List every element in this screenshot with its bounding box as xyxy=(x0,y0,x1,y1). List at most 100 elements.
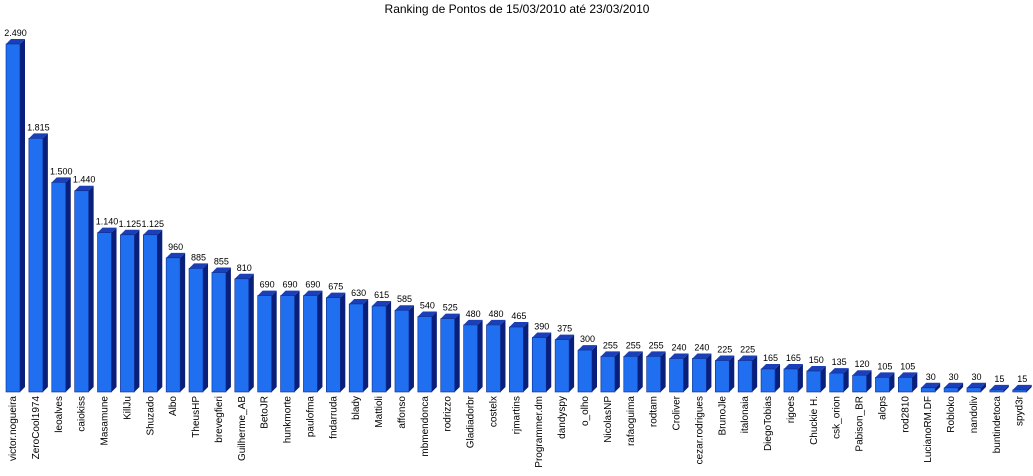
bar-front xyxy=(943,387,959,393)
value-label: 255 xyxy=(649,340,664,350)
bar-top xyxy=(555,334,575,340)
bar-front xyxy=(120,234,135,393)
value-label: 465 xyxy=(511,311,526,321)
value-label: 1.815 xyxy=(27,122,50,132)
bar-side xyxy=(500,319,506,392)
bar-side xyxy=(866,370,872,392)
bar-top xyxy=(852,370,872,376)
bar xyxy=(920,382,941,393)
bar-front xyxy=(211,272,227,393)
category-label: rodrizzo xyxy=(443,396,454,432)
bar xyxy=(326,292,346,393)
bar-side xyxy=(569,334,575,392)
value-label: 810 xyxy=(237,263,252,273)
bar-front xyxy=(1012,389,1028,393)
bar xyxy=(829,368,849,393)
category-label: dandyspy xyxy=(557,396,568,439)
bar-side xyxy=(523,322,529,392)
category-label: KillJu xyxy=(122,396,133,420)
bar-front xyxy=(509,326,524,393)
bar xyxy=(577,345,597,393)
value-label: 540 xyxy=(420,301,435,311)
value-label: 690 xyxy=(260,280,275,290)
category-label: Robloko xyxy=(946,396,957,433)
bar-front xyxy=(371,305,387,393)
category-label: LucianoRM.DF xyxy=(923,396,934,463)
chart-title: Ranking de Pontos de 15/03/2010 até 23/0… xyxy=(385,2,650,16)
category-label: paulofma xyxy=(305,396,316,438)
bar-front xyxy=(463,324,478,393)
category-label: victor.nogueira xyxy=(8,396,19,461)
value-label: 690 xyxy=(283,280,298,290)
value-label: 1.125 xyxy=(142,219,165,229)
bar xyxy=(211,267,231,393)
bar-top xyxy=(74,185,94,191)
value-label: 15 xyxy=(994,374,1004,384)
category-label: rigoes xyxy=(786,396,797,423)
value-label: 1.500 xyxy=(50,166,73,176)
value-label: 165 xyxy=(763,353,778,363)
bar-front xyxy=(920,387,936,393)
bar-front xyxy=(165,257,181,393)
bar-front xyxy=(623,356,639,393)
bar-side xyxy=(65,177,71,392)
bar-side xyxy=(1003,384,1009,392)
bar-front xyxy=(829,372,844,393)
category-label: Albo xyxy=(168,396,179,416)
bar-top xyxy=(211,267,231,273)
bar-front xyxy=(486,324,501,393)
category-label: affonso xyxy=(397,396,408,429)
category-label: nandoliv xyxy=(969,396,980,433)
bar-top xyxy=(646,351,666,357)
bar xyxy=(875,372,895,393)
value-label: 675 xyxy=(328,282,343,292)
bar-side xyxy=(111,227,117,392)
value-label: 120 xyxy=(855,359,870,369)
bar-side xyxy=(752,355,758,392)
bar-top xyxy=(898,372,918,378)
bar xyxy=(28,133,48,393)
category-label: buntindetoca xyxy=(992,396,1003,454)
bar-top xyxy=(1012,384,1032,390)
bar xyxy=(417,311,437,393)
bar xyxy=(188,263,209,393)
value-label: 690 xyxy=(305,280,320,290)
bar-side xyxy=(660,351,666,392)
bar-side xyxy=(820,366,826,392)
bar-front xyxy=(51,182,67,393)
bar xyxy=(120,229,140,393)
bar xyxy=(394,305,414,393)
bar-top xyxy=(989,384,1009,390)
bar-top xyxy=(600,351,620,357)
bar-top xyxy=(440,313,460,319)
bar-side xyxy=(271,290,277,392)
value-label: 300 xyxy=(580,334,595,344)
category-label: blady xyxy=(351,396,362,420)
bar-top xyxy=(394,305,414,311)
bar-side xyxy=(637,351,643,392)
bar-top xyxy=(623,351,643,357)
bar-front xyxy=(188,268,204,393)
bar xyxy=(646,351,666,393)
category-label: csk_orion xyxy=(832,396,843,439)
bar xyxy=(669,353,689,393)
value-label: 30 xyxy=(949,372,959,382)
bar xyxy=(737,355,758,393)
value-label: 240 xyxy=(694,342,709,352)
bar xyxy=(852,370,872,393)
category-label: DiegoTobias xyxy=(763,396,774,451)
bar-front xyxy=(303,295,318,393)
bar-front xyxy=(5,43,21,393)
value-label: 885 xyxy=(191,252,206,262)
value-label: 225 xyxy=(740,345,755,355)
bar-top xyxy=(761,363,781,369)
bar xyxy=(97,227,117,393)
bar xyxy=(554,334,575,393)
value-label: 135 xyxy=(832,357,847,367)
category-label: rjmartins xyxy=(511,396,522,434)
category-label: Shuzado xyxy=(145,396,156,436)
category-label: spyd3r xyxy=(1015,395,1026,426)
bar-front xyxy=(898,377,913,393)
bar-top xyxy=(578,345,597,351)
